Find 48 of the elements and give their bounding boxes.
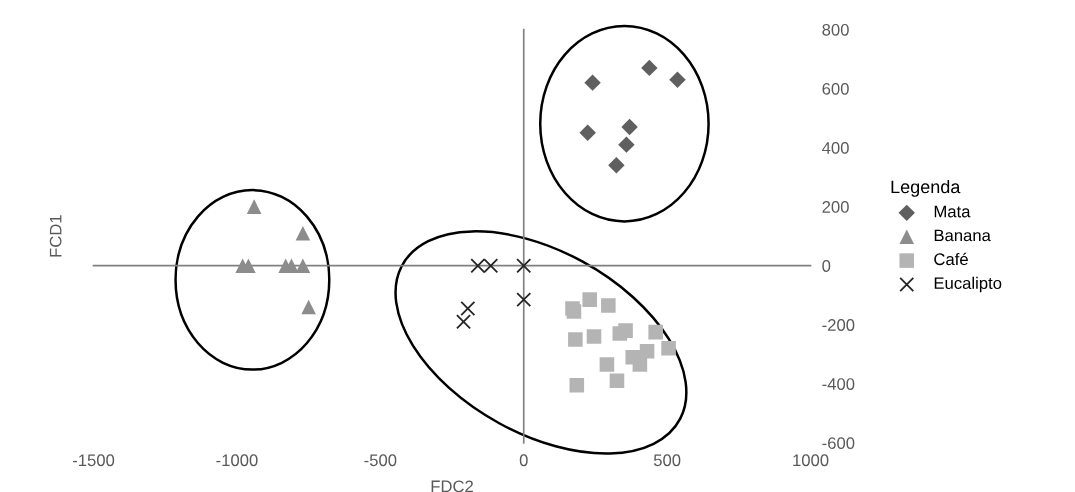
point: [586, 329, 602, 344]
y-tick-label: 0: [822, 260, 831, 272]
point: [301, 299, 316, 315]
point: [516, 292, 532, 308]
point: [618, 136, 635, 153]
point: [295, 225, 311, 241]
y-tick-label: -400: [822, 378, 855, 390]
point: [295, 258, 311, 273]
point: [608, 157, 625, 174]
point: [618, 323, 633, 338]
point: [601, 298, 616, 313]
point: [609, 373, 625, 389]
y-tick-label: 800: [822, 23, 849, 36]
x-tick-label: -1500: [72, 454, 115, 467]
point: [632, 357, 648, 372]
y-tick-label: -200: [822, 319, 855, 331]
legend-label: Eucalipto: [934, 276, 1002, 293]
y-axis-title: FCD1: [49, 215, 62, 257]
x-tick-label: 1000: [793, 454, 829, 467]
y-tick-label: 400: [822, 142, 849, 154]
legend-label: Mata: [934, 205, 971, 218]
point: [661, 341, 676, 356]
x-tick-label: -1000: [216, 454, 258, 467]
legend-label: Café: [934, 252, 968, 266]
point: [460, 300, 476, 316]
legend-label: Banana: [934, 229, 991, 242]
point: [456, 314, 472, 330]
point: [569, 377, 585, 393]
point: [621, 118, 638, 136]
y-tick-label: 600: [822, 82, 849, 95]
y-tick-label: -600: [822, 437, 855, 449]
point: [641, 59, 658, 77]
x-tick-label: 0: [519, 454, 528, 467]
point: [516, 258, 532, 274]
point: [568, 332, 583, 347]
point: [599, 357, 615, 372]
point: [584, 74, 601, 91]
point: [579, 124, 596, 142]
x-tick-label: 500: [653, 454, 681, 467]
point: [246, 199, 262, 214]
point: [648, 324, 663, 340]
x-axis-title: FDC2: [431, 480, 473, 492]
point: [669, 71, 686, 88]
x-tick-label: -500: [364, 454, 397, 467]
legend-title: Legenda: [891, 180, 961, 197]
point: [639, 344, 655, 359]
y-tick-label: 200: [822, 201, 849, 213]
point: [582, 292, 597, 307]
